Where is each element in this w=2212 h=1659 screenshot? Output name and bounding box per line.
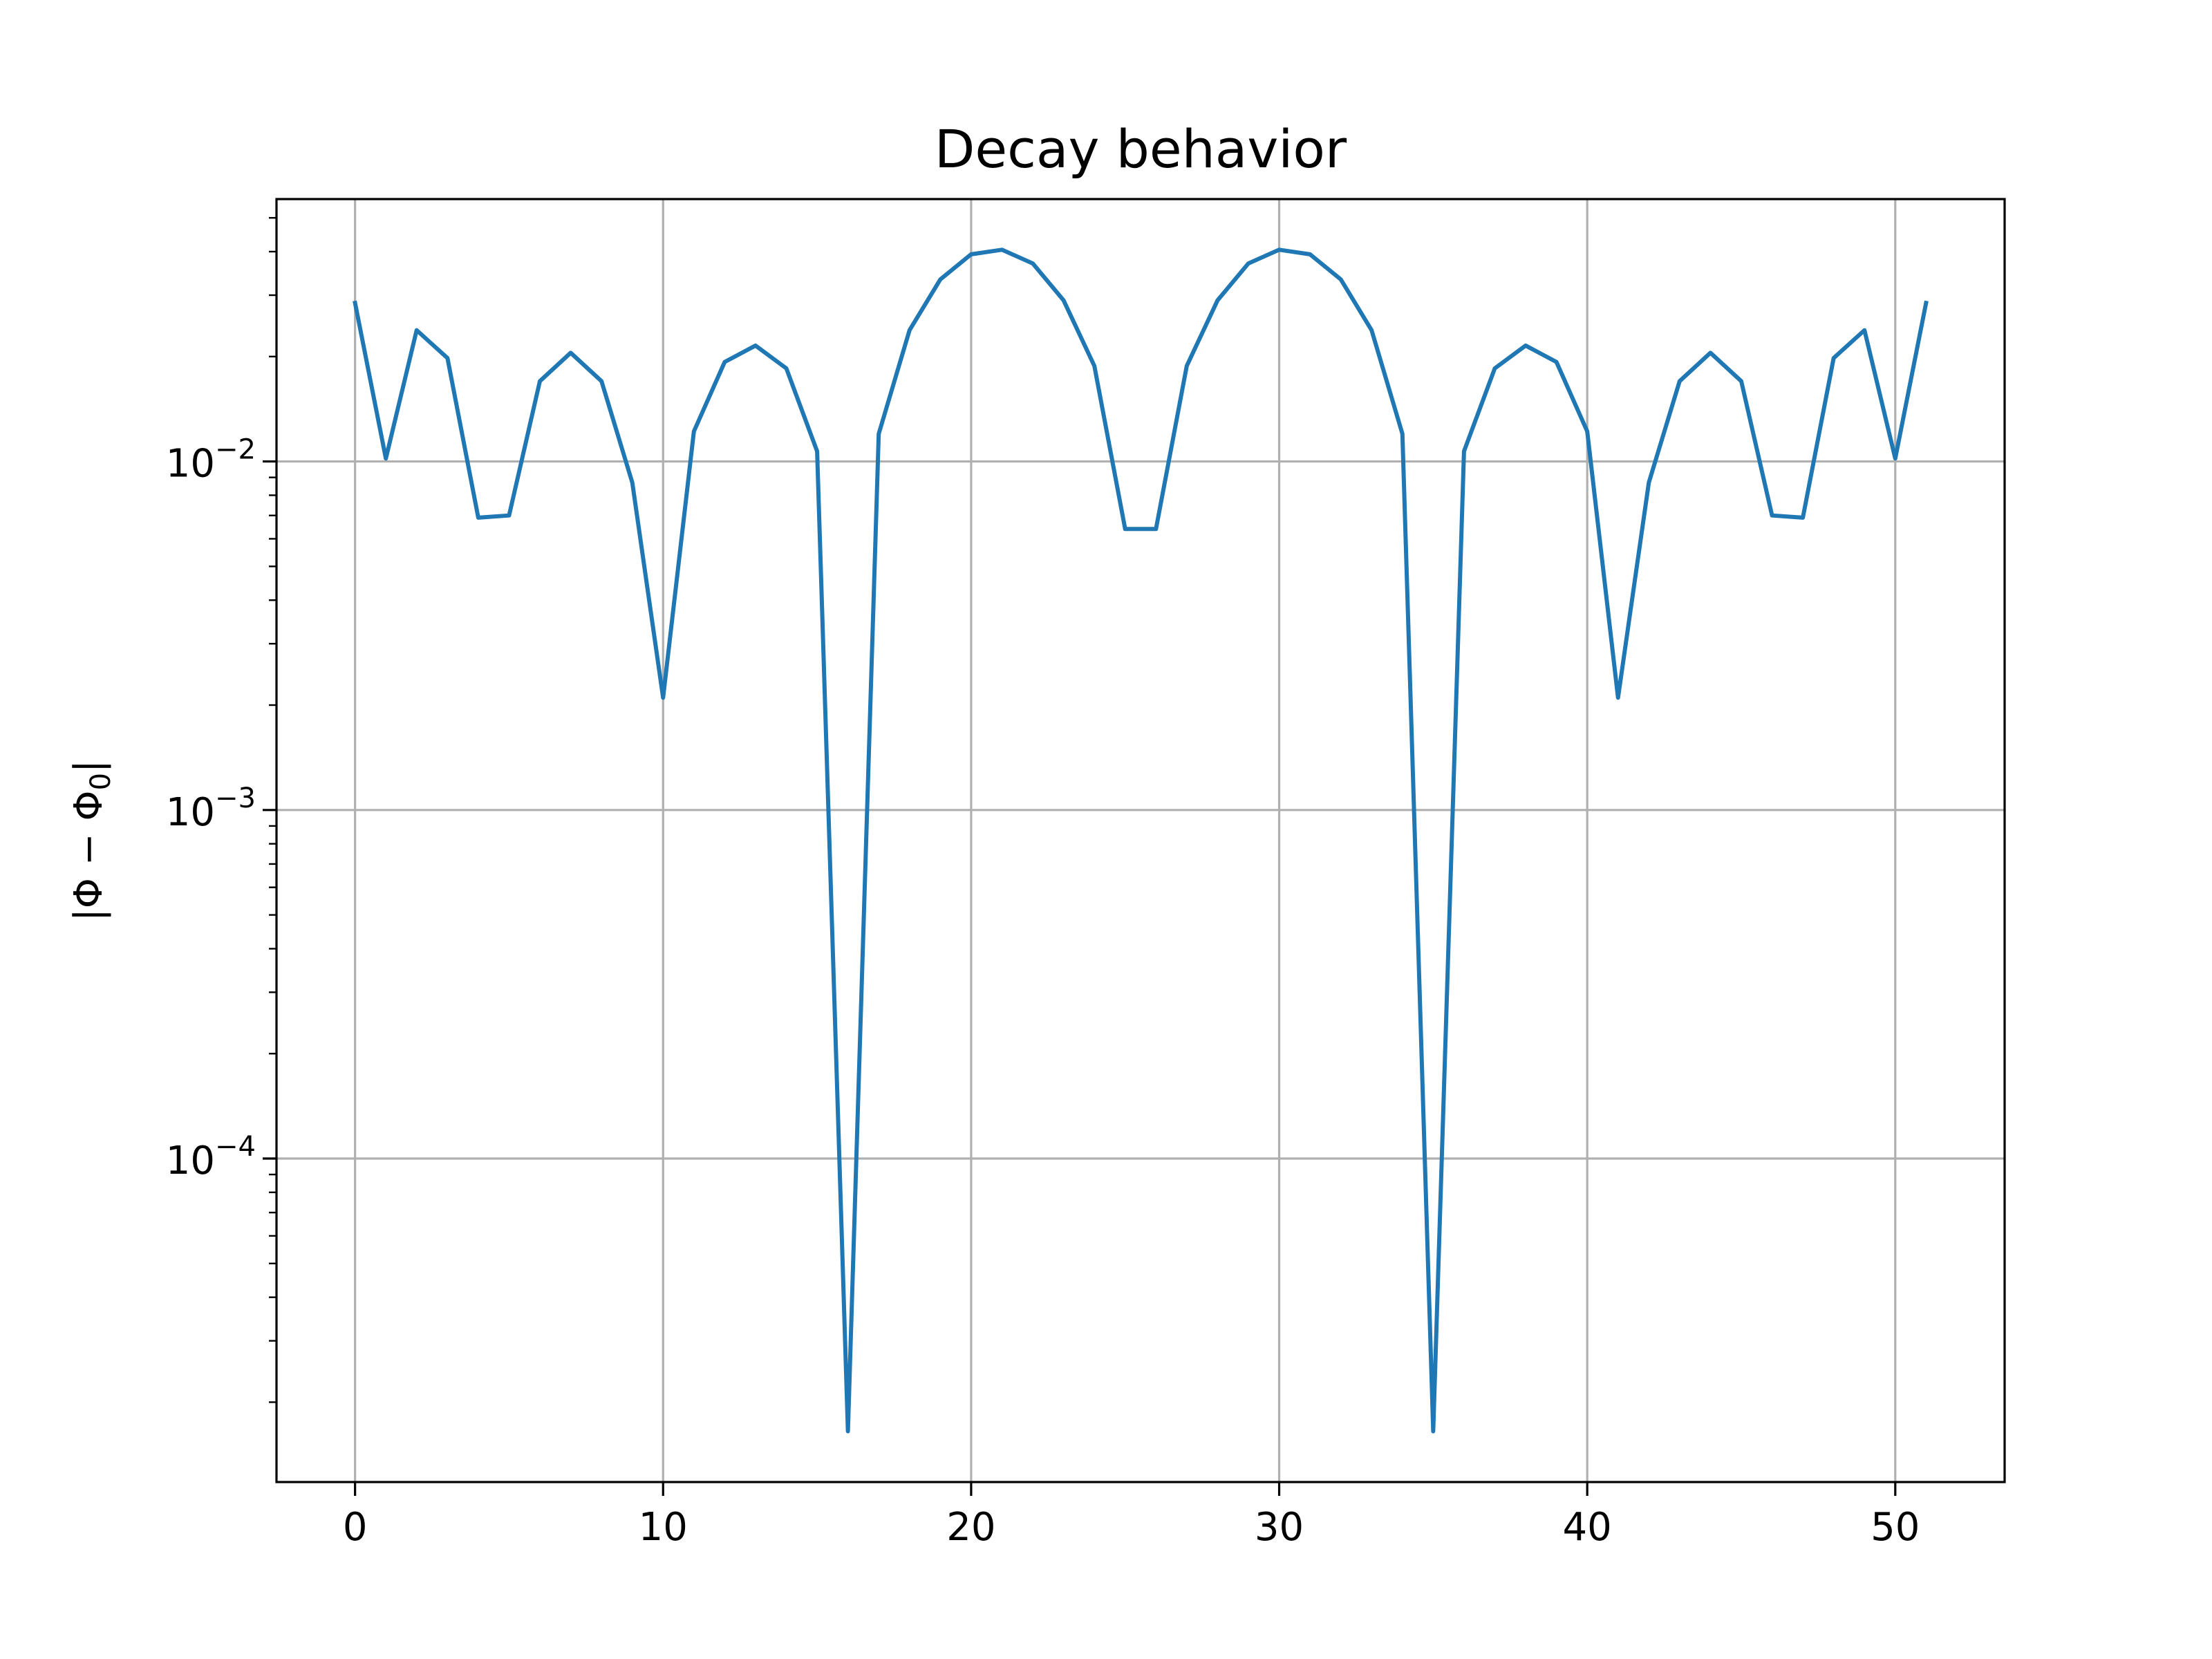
y-tick-label-base: 10 (166, 790, 215, 835)
y-tick-label-base: 10 (166, 1138, 215, 1183)
grid (276, 199, 2005, 1482)
y-axis-label-subscript: 0 (85, 773, 117, 790)
y-tick-label-exponent: −4 (215, 1131, 256, 1163)
chart-title: Decay behavior (935, 118, 1347, 180)
y-axis-label: |Φ − Φ0| (66, 760, 117, 921)
y-tick-label-base: 10 (166, 442, 215, 487)
x-tick-label: 10 (639, 1505, 688, 1550)
x-tick-label: 50 (1871, 1505, 1920, 1550)
y-tick-label-exponent: −2 (215, 434, 256, 466)
y-tick-label: 10−2 (166, 434, 256, 487)
series-layer (353, 247, 1929, 1434)
x-axis: 0 10 20 30 40 50 (343, 1482, 1920, 1550)
x-tick-label: 40 (1563, 1505, 1612, 1550)
x-tick-label: 30 (1255, 1505, 1304, 1550)
series-line (353, 247, 1929, 1434)
y-axis-label-tail: | (66, 760, 111, 773)
x-tick-label: 0 (343, 1505, 368, 1550)
y-axis-label-lead: |Φ − Φ (66, 790, 111, 921)
y-tick-label-exponent: −3 (215, 782, 256, 814)
plot-frame (275, 198, 2006, 1483)
y-tick-label: 10−4 (166, 1131, 256, 1183)
y-tick-label: 10−3 (166, 782, 256, 835)
x-tick-label: 20 (946, 1505, 995, 1550)
y-axis: 10−410−310−2 (166, 216, 276, 1403)
